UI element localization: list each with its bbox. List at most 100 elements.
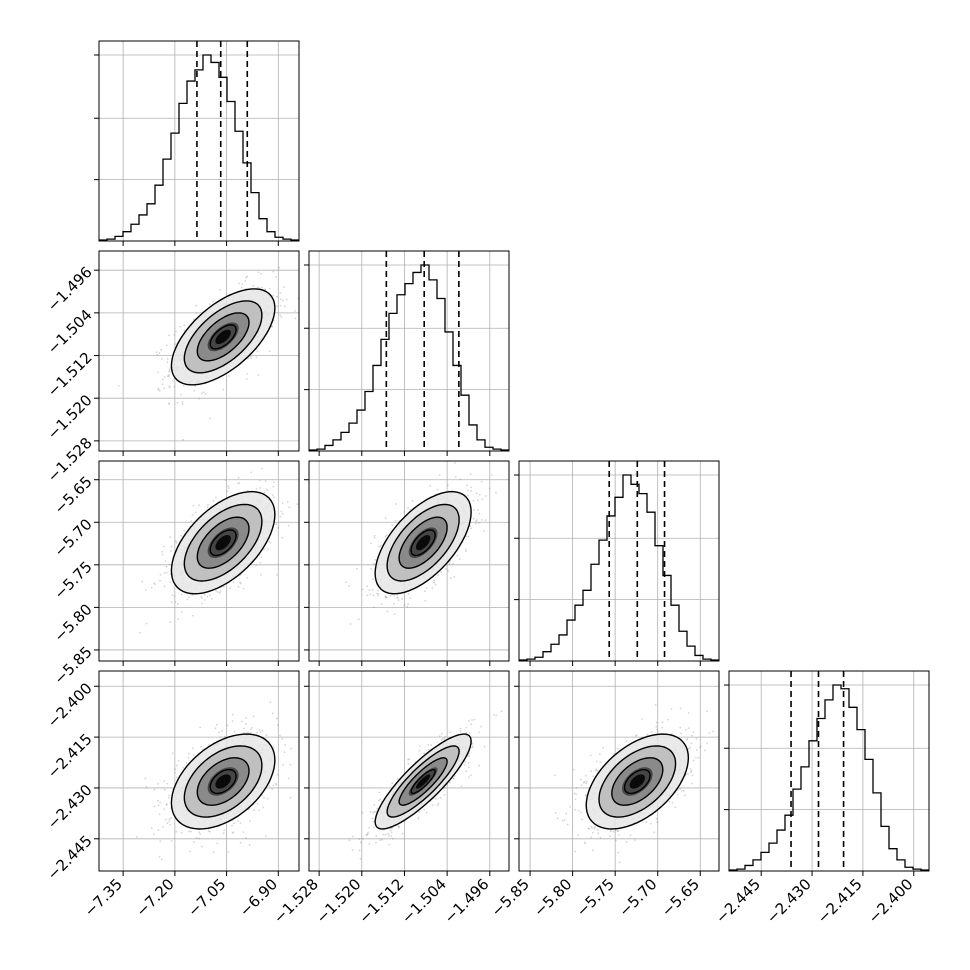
scatter-point — [240, 720, 243, 723]
scatter-point — [437, 488, 439, 491]
scatter-point — [232, 581, 235, 584]
scatter-point — [407, 603, 409, 606]
scatter-point — [272, 270, 275, 273]
x-tick-label: −2.415 — [814, 875, 866, 927]
scatter-point — [635, 734, 638, 737]
scatter-point — [250, 357, 253, 359]
scatter-point — [167, 375, 170, 377]
scatter-point — [488, 487, 491, 490]
scatter-point — [686, 738, 689, 740]
scatter-point — [393, 602, 395, 605]
scatter-point — [373, 536, 376, 539]
contour-line-1 — [623, 769, 651, 795]
scatter-point — [219, 289, 221, 291]
scatter-point — [477, 509, 479, 511]
scatter-point — [281, 536, 284, 539]
scatter-point — [470, 723, 473, 726]
scatter-point — [160, 858, 163, 861]
scatter-point — [378, 791, 381, 794]
scatter-point — [351, 849, 354, 851]
histogram-panel-3 — [519, 461, 719, 661]
scatter-point — [583, 841, 586, 844]
scatter-point — [221, 729, 223, 732]
scatter-point — [472, 499, 475, 502]
scatter-point — [491, 474, 493, 476]
scatter-point — [163, 808, 166, 810]
scatter-point — [266, 797, 269, 800]
scatter-point — [275, 276, 277, 278]
scatter-point — [260, 556, 263, 559]
contour-line-1 — [410, 769, 436, 795]
scatter-point — [679, 726, 682, 729]
scatter-point — [203, 599, 206, 601]
scatter-point — [256, 350, 259, 353]
scatter-point — [695, 756, 697, 759]
scatter-point — [583, 780, 586, 783]
scatter-point — [248, 844, 251, 846]
scatter-point — [387, 832, 390, 835]
scatter-point — [584, 842, 587, 845]
scatter-point — [272, 294, 275, 297]
scatter-point — [276, 717, 278, 720]
scatter-point — [396, 597, 399, 599]
scatter-point — [163, 585, 166, 588]
scatter-point — [478, 731, 480, 734]
scatter-point — [377, 593, 380, 595]
scatter-point — [187, 752, 190, 755]
scatter-point — [153, 805, 156, 808]
scatter-point — [171, 380, 174, 382]
scatter-point — [182, 385, 185, 387]
scatter-point — [609, 835, 611, 838]
scatter-point — [188, 596, 190, 599]
scatter-point — [153, 788, 156, 791]
scatter-point — [438, 735, 441, 737]
scatter-point — [170, 816, 172, 819]
scatter-point — [162, 826, 165, 828]
contour-line-1 — [209, 529, 237, 557]
scatter-point — [256, 732, 258, 734]
scatter-point — [351, 835, 354, 838]
scatter-point — [356, 567, 358, 570]
scatter-point — [200, 745, 202, 748]
scatter-point — [618, 861, 621, 864]
scatter-point — [397, 599, 400, 601]
scatter-point — [599, 761, 602, 763]
scatter-point — [481, 519, 483, 521]
scatter-point — [158, 813, 161, 816]
scatter-point — [204, 393, 207, 395]
scatter-point — [202, 391, 205, 394]
scatter-point — [245, 717, 248, 719]
scatter-point — [274, 782, 277, 785]
scatter-point — [695, 749, 698, 751]
y-tick-label: −2.415 — [44, 730, 96, 782]
x-tick-label: −2.430 — [763, 875, 815, 927]
scatter-point — [173, 334, 176, 336]
scatter-point — [277, 526, 280, 529]
scatter-point — [385, 596, 387, 599]
x-tick-label: −5.75 — [573, 875, 618, 920]
scatter-point — [653, 831, 656, 834]
scatter-point — [437, 574, 439, 577]
scatter-point — [198, 837, 201, 840]
scatter-point — [646, 733, 649, 736]
scatter-point — [467, 489, 469, 492]
scatter-point — [260, 573, 262, 576]
scatter-point — [554, 812, 557, 814]
scatter-point — [585, 782, 587, 785]
x-tick-label: −5.65 — [658, 875, 703, 920]
scatter-point — [591, 827, 593, 829]
scatter-point — [373, 811, 376, 813]
scatter-point — [687, 747, 690, 750]
scatter-point — [591, 849, 594, 852]
scatter-point — [219, 590, 222, 593]
scatter-point — [199, 833, 202, 835]
scatter-point — [656, 730, 659, 733]
scatter-point — [192, 747, 194, 750]
scatter-point — [168, 374, 170, 376]
scatter-point — [279, 314, 281, 317]
scatter-point — [231, 832, 234, 834]
density-band — [415, 774, 431, 789]
scatter-point — [594, 826, 596, 829]
scatter-point — [212, 301, 214, 303]
scatter-point — [170, 545, 173, 548]
